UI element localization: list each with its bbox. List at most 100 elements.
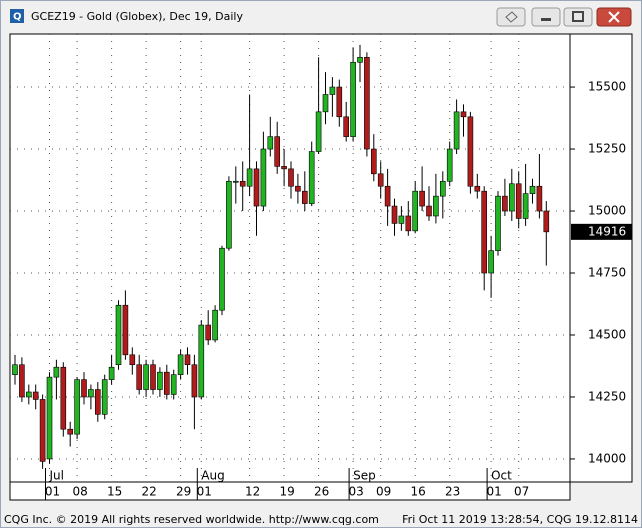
candle-body <box>536 185 543 212</box>
candle-body <box>433 195 439 217</box>
candle-body <box>39 399 46 462</box>
candle-body <box>281 166 287 170</box>
candle-body <box>467 116 474 187</box>
candle-body <box>253 168 260 207</box>
x-tick-label: 23 <box>445 485 460 499</box>
candle-body <box>419 190 425 207</box>
candle-body <box>233 180 239 183</box>
y-tick-label: 14750 <box>588 265 626 279</box>
candle-body <box>219 247 225 311</box>
x-tick-label: 22 <box>141 485 156 499</box>
footer-left: CQG Inc. © 2019 All rights reserved worl… <box>4 513 379 526</box>
candle-body <box>481 190 488 274</box>
minimize-button[interactable] <box>531 7 561 27</box>
candle-body <box>543 210 550 233</box>
month-label: Oct <box>491 469 512 483</box>
candle-body <box>474 185 481 192</box>
candle-body <box>350 61 356 137</box>
time-axis <box>9 481 571 501</box>
candle-body <box>177 354 184 375</box>
x-tick-label: 01 <box>486 485 501 499</box>
y-tick-label: 14250 <box>588 389 626 403</box>
candle-body <box>508 183 515 212</box>
app-icon <box>10 9 24 23</box>
candle-body <box>357 57 363 63</box>
candle-body <box>81 379 87 398</box>
candle-body <box>522 193 529 219</box>
x-tick-label: 08 <box>72 485 87 499</box>
candle-body <box>322 94 329 113</box>
candle-body <box>267 136 274 150</box>
y-tick-label: 15500 <box>588 80 626 94</box>
pin-icon <box>505 11 518 23</box>
x-tick-label: 15 <box>107 485 122 499</box>
candle-body <box>101 379 108 415</box>
candle-body <box>170 374 177 395</box>
candle-body <box>515 183 522 219</box>
pin-button[interactable] <box>496 7 526 27</box>
candle-body <box>274 136 281 167</box>
candle-body <box>95 389 101 415</box>
y-tick-label: 14500 <box>588 327 626 341</box>
candle-body <box>46 376 53 460</box>
x-tick-label: 16 <box>411 485 426 499</box>
candle-body <box>288 168 294 187</box>
candle-body <box>129 354 136 366</box>
x-tick-label: 26 <box>314 485 329 499</box>
candle-body <box>446 148 453 182</box>
candle-body <box>336 86 343 118</box>
candle-body <box>143 364 149 390</box>
candle-body <box>426 205 432 217</box>
candle-body <box>74 379 80 435</box>
candle-body <box>260 148 267 207</box>
candle-body <box>150 364 156 390</box>
candle-body <box>239 180 246 187</box>
candle-body <box>370 148 377 175</box>
x-tick-label: 29 <box>176 485 191 499</box>
candle-body <box>246 168 253 187</box>
candle-body <box>32 391 39 400</box>
maximize-button[interactable] <box>563 7 593 27</box>
candle-body <box>60 366 67 430</box>
candle-body <box>529 185 536 194</box>
candle-body <box>364 57 370 150</box>
candle-body <box>308 151 315 204</box>
candle-body <box>108 366 115 380</box>
candle-body <box>384 185 391 207</box>
candle-body <box>19 364 25 398</box>
candle-body <box>495 195 501 251</box>
candle-body <box>205 324 211 341</box>
last-price-box <box>571 223 632 240</box>
candle-body <box>88 389 94 398</box>
candle-body <box>377 173 384 187</box>
x-tick-label: 12 <box>245 485 260 499</box>
footer-right: Fri Oct 11 2019 13:28:54, CQG 19.12.8114 <box>402 513 638 526</box>
x-tick-label: 01 <box>45 485 60 499</box>
x-tick-label: 19 <box>279 485 294 499</box>
candle-body <box>122 304 129 356</box>
month-label: Aug <box>201 469 224 483</box>
candle-body <box>391 205 398 224</box>
candle-body <box>226 180 232 249</box>
candle-body <box>198 324 205 398</box>
candle-body <box>212 309 218 341</box>
candle-body <box>453 111 460 150</box>
window-title: GCEZ19 - Gold (Globex), Dec 19, Daily <box>31 10 243 23</box>
x-tick-label: 07 <box>514 485 529 499</box>
x-tick-label: 01 <box>197 485 212 499</box>
candle-body <box>502 195 508 212</box>
candle-body <box>67 428 73 435</box>
y-tick-label: 15000 <box>588 204 626 218</box>
candle-body <box>460 111 467 118</box>
candle-body <box>157 371 163 390</box>
price-axis <box>569 33 633 483</box>
candle-body <box>191 364 198 398</box>
candle-body <box>439 180 446 197</box>
candle-body <box>25 391 32 398</box>
candle-body <box>329 86 336 95</box>
close-icon <box>608 11 620 23</box>
app-icon-glyph: Q <box>13 12 22 23</box>
y-tick-label: 15250 <box>588 142 626 156</box>
